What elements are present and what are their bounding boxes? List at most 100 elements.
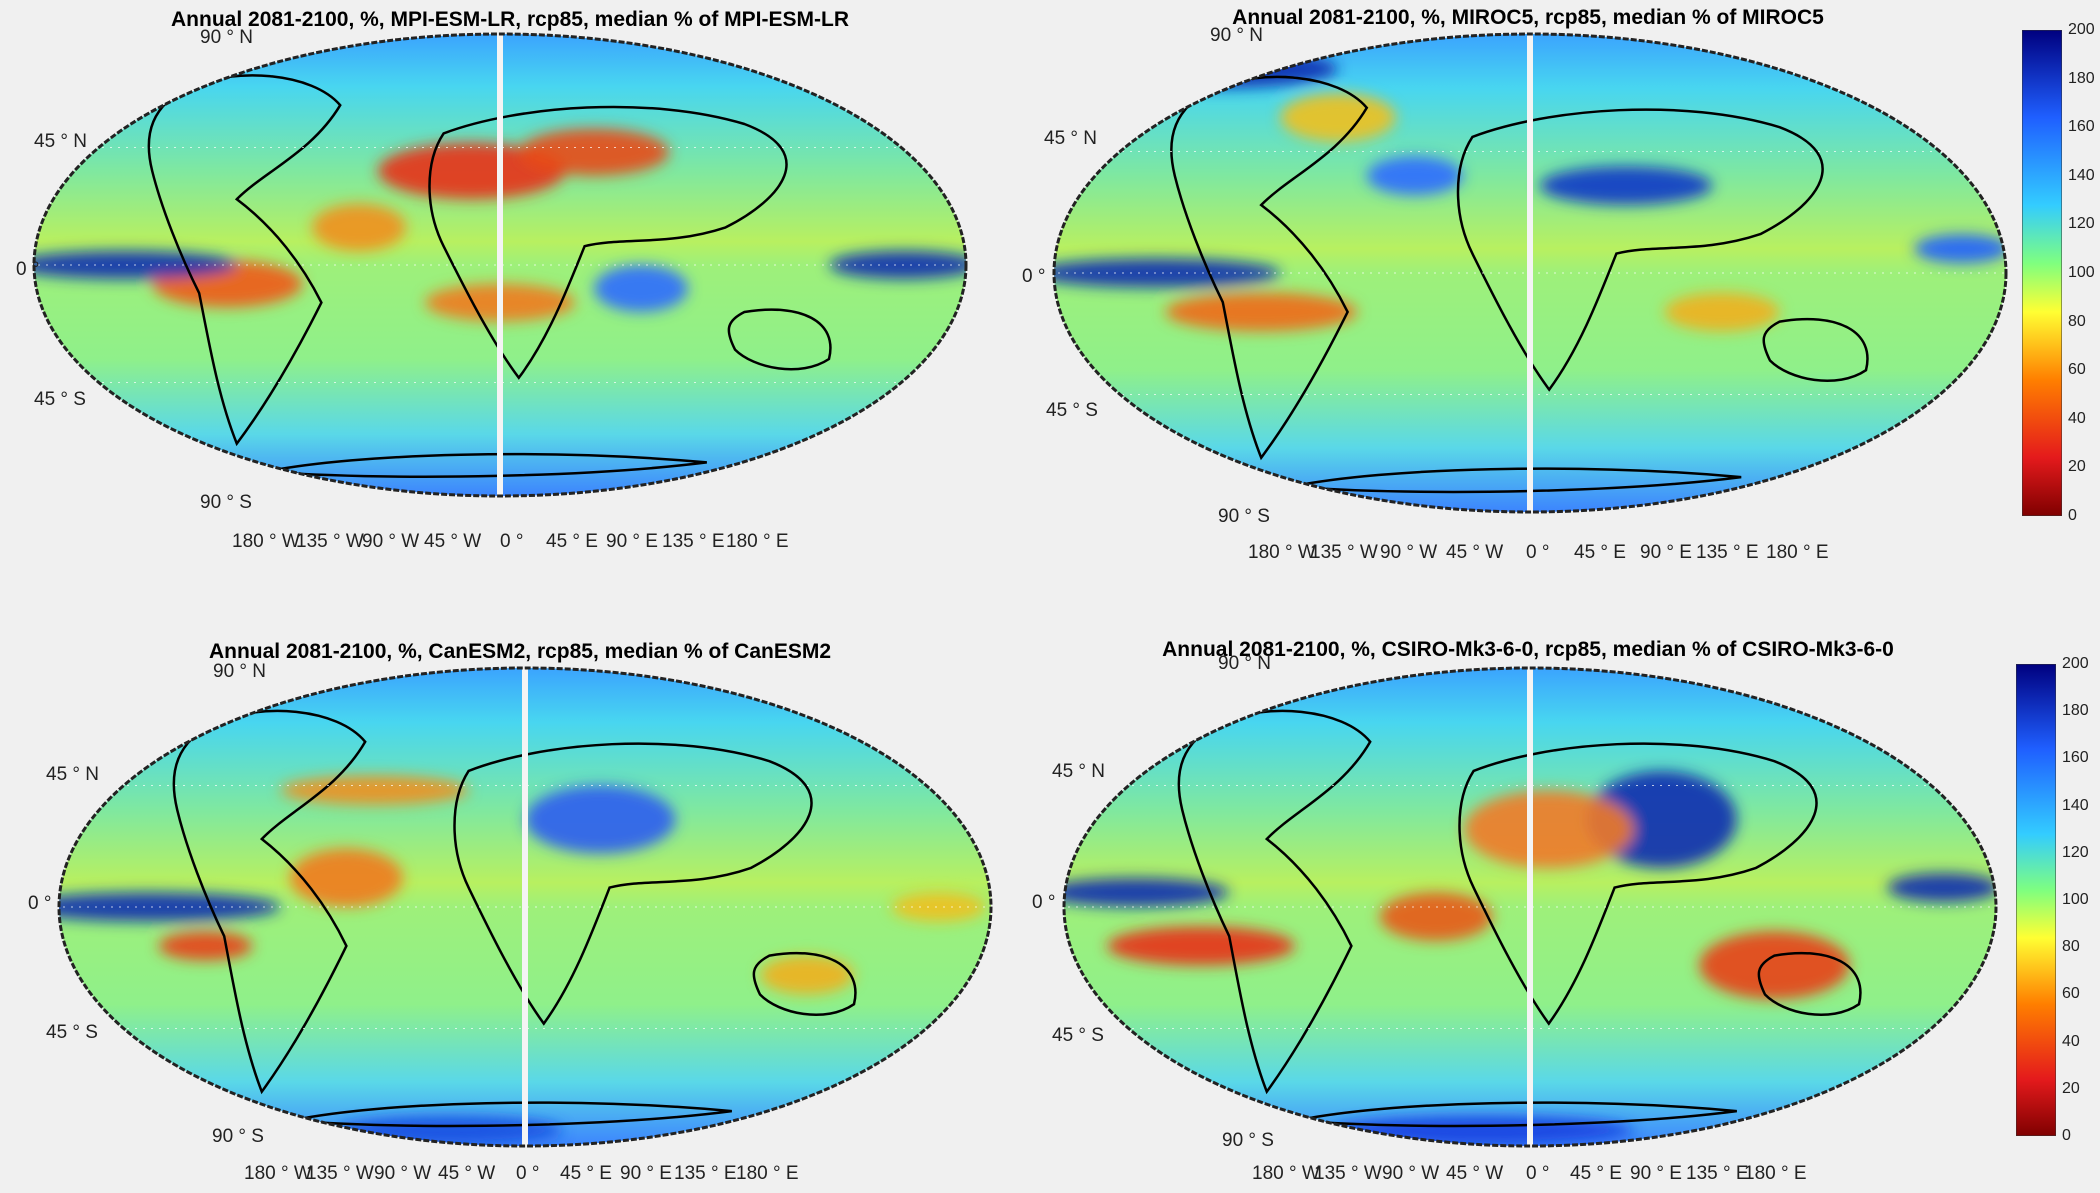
colorbar-tick-label: 40 <box>2068 409 2086 427</box>
lat-label-45n: 45 ° N <box>1052 761 1106 782</box>
precip-anomaly <box>280 775 469 805</box>
lat-label-45s: 45 ° S <box>46 1022 98 1043</box>
coastline <box>727 308 832 371</box>
lat-label-90n: 90 ° N <box>1218 653 1272 674</box>
precip-anomaly <box>594 265 688 312</box>
coastline <box>752 951 857 1017</box>
colorbar-tick-label: 120 <box>2062 843 2089 861</box>
colorbar-tick-label: 100 <box>2062 891 2089 908</box>
precip-anomaly <box>1107 926 1295 966</box>
lon-label-90w: 90 ° W <box>1380 542 1438 563</box>
coastline <box>1456 108 1824 392</box>
lat-label-0: 0 ° <box>28 893 52 914</box>
precip-anomaly <box>337 1115 563 1146</box>
precip-anomaly <box>760 955 854 995</box>
colorbar-tick-label: 0 <box>2062 1127 2071 1144</box>
colorbar-tick-label: 100 <box>2068 264 2095 281</box>
precip-anomaly <box>518 128 670 176</box>
lon-label-45w: 45 ° W <box>1446 1163 1504 1184</box>
precip-anomaly <box>1464 790 1634 869</box>
colorbar-tick-label: 140 <box>2062 796 2089 814</box>
lat-label-45n: 45 ° N <box>1044 128 1098 149</box>
precip-anomaly <box>1280 93 1396 142</box>
colorbar-tick-label: 200 <box>2062 655 2089 672</box>
colorbar-tick-label: 160 <box>2062 749 2089 767</box>
lat-label-0: 0 ° <box>1022 266 1046 287</box>
lon-label-135e: 135 ° E <box>1686 1163 1749 1184</box>
coastlines <box>1177 709 1862 1128</box>
lon-label-0: 0 ° <box>516 1163 540 1184</box>
precip-anomaly <box>290 848 403 907</box>
map-title: Annual 2081-2100, %, CSIRO-Mk3-6-0, rcp8… <box>1162 638 1894 661</box>
map-frame <box>1062 666 1998 1148</box>
colorbar-tick-label: 20 <box>2068 458 2086 476</box>
lat-label-45n: 45 ° N <box>34 131 88 152</box>
lat-label-90s: 90 ° S <box>212 1126 264 1147</box>
map-title: Annual 2081-2100, %, MPI-ESM-LR, rcp85, … <box>171 8 849 31</box>
colorbar-tick-label: 200 <box>2068 21 2095 38</box>
coastlines <box>1170 75 1869 494</box>
precip-anomaly <box>1379 892 1493 942</box>
precip-map <box>1062 666 1998 1148</box>
precip-map <box>57 666 993 1148</box>
lon-label-135w: 135 ° W <box>1314 1163 1382 1184</box>
lon-label-45e: 45 ° E <box>560 1163 612 1184</box>
precip-anomaly <box>1064 877 1230 907</box>
colorbar-tick-label: 120 <box>2068 215 2095 233</box>
colorbar-gradient <box>2015 663 2057 1137</box>
precip-anomaly <box>1165 292 1358 332</box>
lon-label-0: 0 ° <box>1526 1163 1550 1184</box>
colorbar-tick-label: 60 <box>2062 985 2080 1003</box>
lon-label-135w: 135 ° W <box>296 531 364 552</box>
lat-label-90n: 90 ° N <box>1210 25 1264 46</box>
precip-anomaly <box>1887 872 1996 903</box>
colorbar-tick-label: 160 <box>2068 118 2095 136</box>
lon-label-90e: 90 ° E <box>606 531 658 552</box>
coastlines <box>147 74 832 478</box>
lat-label-90n: 90 ° N <box>200 27 254 48</box>
lat-label-45s: 45 ° S <box>34 389 86 410</box>
lon-label-180e: 180 ° E <box>1766 542 1829 563</box>
lon-label-135e: 135 ° E <box>662 531 725 552</box>
lat-label-0: 0 ° <box>1032 892 1056 913</box>
coastline <box>1177 709 1372 1095</box>
precip-anomaly <box>829 250 966 280</box>
lon-label-180e: 180 ° E <box>1744 1163 1807 1184</box>
colorbar-bottom: 200 180 160 140 120 100 80 60 40 20 0 <box>2015 655 2089 1144</box>
precip-anomaly <box>1332 1115 1634 1146</box>
lon-label-90e: 90 ° E <box>620 1163 672 1184</box>
precip-anomaly <box>377 142 566 200</box>
lon-label-90w: 90 ° W <box>362 531 420 552</box>
lat-label-90s: 90 ° S <box>1218 506 1270 527</box>
lon-label-45w: 45 ° W <box>424 531 482 552</box>
map-frame <box>32 32 968 498</box>
coastline <box>172 709 367 1095</box>
precip-anomaly <box>312 203 406 251</box>
map-title: Annual 2081-2100, %, MIROC5, rcp85, medi… <box>1232 6 1824 29</box>
lon-label-180w: 180 ° W <box>1252 1163 1320 1184</box>
map-field <box>1064 668 1996 1146</box>
lon-label-180e: 180 ° E <box>726 531 789 552</box>
lon-label-45e: 45 ° E <box>546 531 598 552</box>
map-field <box>34 34 966 496</box>
coastline <box>264 452 707 478</box>
lat-label-45s: 45 ° S <box>1046 400 1098 421</box>
precip-anomaly <box>158 931 253 961</box>
precip-anomaly <box>1664 292 1780 332</box>
lon-label-90e: 90 ° E <box>1640 542 1692 563</box>
precip-map <box>1052 32 2008 514</box>
lon-label-45e: 45 ° E <box>1570 1163 1622 1184</box>
precip-anomaly <box>59 892 281 922</box>
lon-label-0: 0 ° <box>1526 542 1550 563</box>
colorbar-gradient <box>2021 29 2063 517</box>
lon-label-135e: 135 ° E <box>1696 542 1759 563</box>
colorbar-tick-label: 80 <box>2062 938 2080 956</box>
precip-map <box>32 32 968 498</box>
colorbar-tick-label: 180 <box>2062 702 2089 720</box>
colorbar-tick-label: 0 <box>2068 507 2077 524</box>
lon-label-0: 0 ° <box>500 531 524 552</box>
coastline <box>1762 317 1869 383</box>
coastline <box>1170 75 1369 461</box>
colorbar-tick-label: 80 <box>2068 312 2086 330</box>
colorbar-tick-label: 20 <box>2062 1079 2080 1097</box>
